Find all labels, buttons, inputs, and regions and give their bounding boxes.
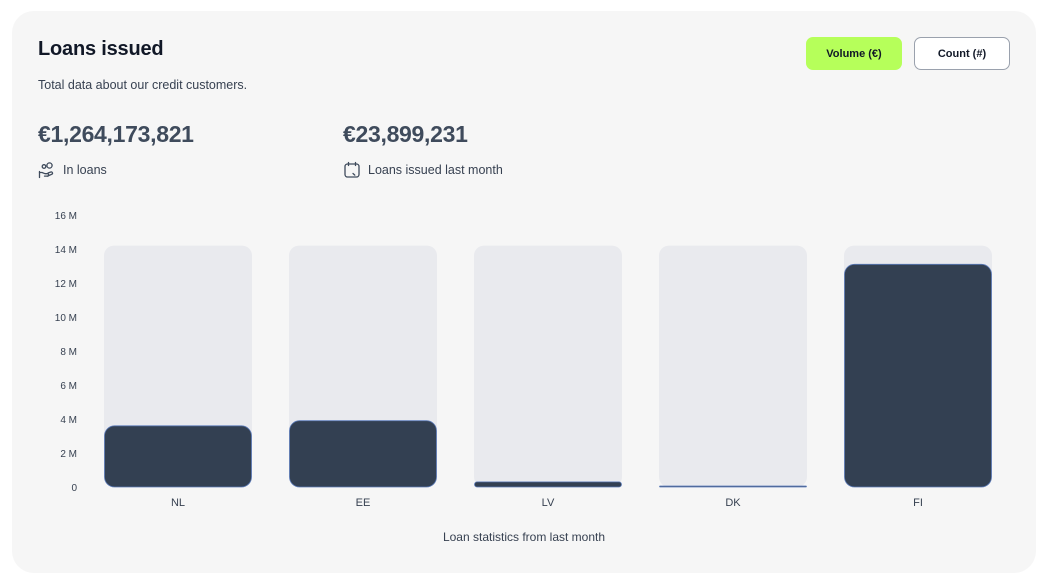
- stat-label: In loans: [63, 163, 107, 177]
- hand-coins-icon: [38, 162, 54, 179]
- calendar-icon: [344, 161, 360, 178]
- stat-value: €1,264,173,821: [38, 121, 194, 147]
- x-tick-label: LV: [542, 497, 555, 509]
- bar-track-lv: [474, 245, 622, 487]
- x-tick-label: EE: [356, 497, 371, 509]
- card-subtitle: Total data about our credit customers.: [38, 78, 248, 92]
- stat-label-row: In loans: [38, 161, 107, 179]
- x-tick-label: DK: [725, 497, 741, 509]
- y-tick-label: 16 M: [55, 211, 77, 222]
- bar-dk[interactable]: [659, 485, 807, 488]
- y-tick-label: 14 M: [55, 245, 77, 256]
- bar-track-dk: [659, 245, 807, 487]
- y-tick-label: 10 M: [55, 313, 77, 324]
- stat-last-month: €23,899,231 Loans issued last month: [343, 121, 503, 178]
- y-tick-label: 8 M: [60, 347, 77, 358]
- stat-label-row: Loans issued last month: [343, 161, 503, 179]
- volume-toggle-button[interactable]: Volume (€): [806, 37, 902, 70]
- bar-fi[interactable]: [844, 263, 992, 488]
- y-tick-label: 12 M: [55, 279, 77, 290]
- y-tick-label: 2 M: [60, 449, 77, 460]
- loans-card: Loans issued Total data about our credit…: [12, 11, 1036, 573]
- stat-in-loans: €1,264,173,821 In loans: [38, 121, 194, 179]
- x-axis-label: Loan statistics from last month: [443, 530, 605, 544]
- x-tick-label: FI: [913, 497, 923, 509]
- count-toggle-button[interactable]: Count (#): [914, 37, 1010, 70]
- y-tick-label: 4 M: [60, 415, 77, 426]
- bar-nl[interactable]: [104, 425, 252, 488]
- bar-ee[interactable]: [289, 420, 437, 488]
- x-axis: NL EE LV DK FI: [171, 497, 923, 509]
- stat-value: €23,899,231: [343, 121, 468, 147]
- bars: [104, 245, 992, 488]
- y-axis: 0 2 M 4 M 6 M 8 M 10 M 12 M 14 M 16 M: [55, 211, 78, 494]
- card-title: Loans issued: [38, 38, 164, 60]
- loans-bar-chart: 0 2 M 4 M 6 M 8 M 10 M 12 M 14 M 16 M NL EE LV DK FI…: [55, 211, 992, 544]
- stat-label: Loans issued last month: [368, 163, 503, 177]
- bar-lv[interactable]: [474, 481, 622, 488]
- y-tick-label: 6 M: [60, 381, 77, 392]
- y-tick-label: 0: [71, 483, 77, 494]
- x-tick-label: NL: [171, 497, 185, 509]
